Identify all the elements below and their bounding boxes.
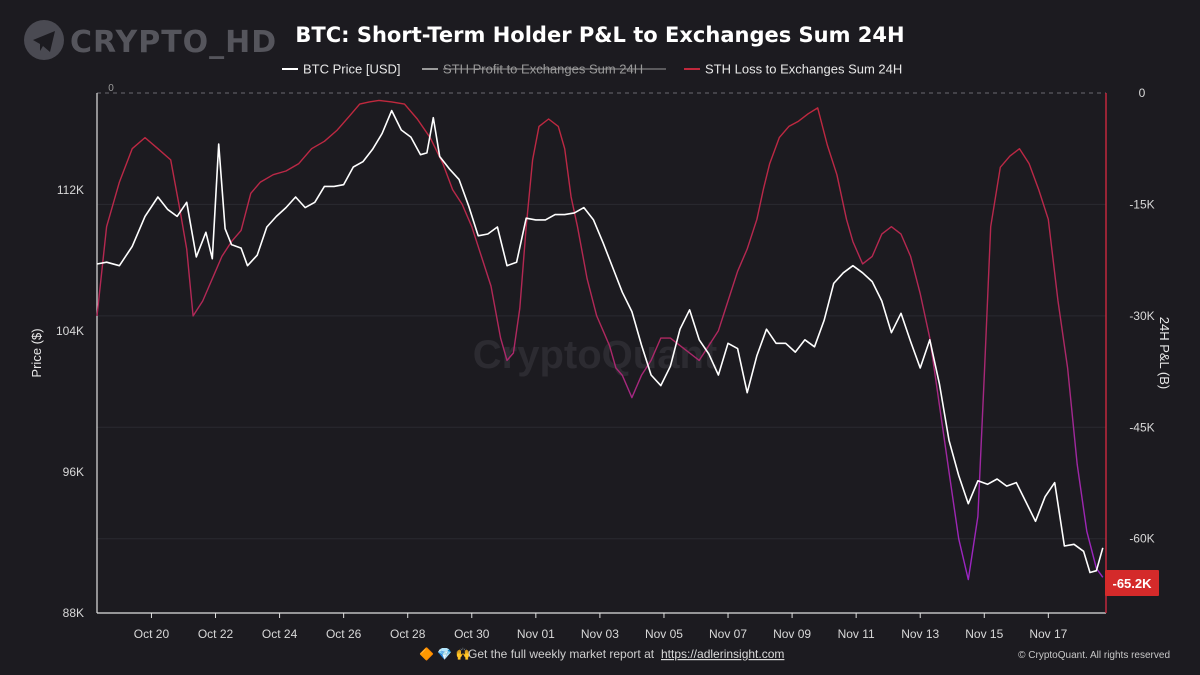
copyright: © CryptoQuant. All rights reserved <box>1018 650 1170 661</box>
x-tick-label: Nov 07 <box>709 627 747 641</box>
footer-text: Get the full weekly market report at <box>468 647 655 661</box>
x-tick-label: Nov 11 <box>838 627 875 641</box>
legend-item-btc-price[interactable]: BTC Price [USD] <box>282 62 401 77</box>
footer-link[interactable]: https://adlerinsight.com <box>661 647 784 661</box>
last-value-label: -65.2K <box>1112 576 1152 591</box>
y-tick-right: -15K <box>1129 197 1154 211</box>
x-tick-label: Nov 09 <box>773 627 811 641</box>
series-line-sth-loss <box>96 99 1104 581</box>
legend-label-sth-loss: STH Loss to Exchanges Sum 24H <box>705 62 902 77</box>
x-tick-label: Oct 24 <box>262 627 298 641</box>
y-tick-right: -60K <box>1129 532 1154 546</box>
y-tick-right: -45K <box>1129 420 1154 434</box>
x-tick-label: Nov 05 <box>645 627 683 641</box>
x-tick-label: Oct 26 <box>326 627 362 641</box>
top-zero-label: 0 <box>108 83 114 94</box>
series-layer <box>96 99 1104 581</box>
gridlines <box>97 92 1106 540</box>
y-tick-right: -30K <box>1129 309 1154 323</box>
x-tick-label: Nov 17 <box>1029 627 1067 641</box>
chart-title: BTC: Short-Term Holder P&L to Exchanges … <box>295 23 904 47</box>
x-tick-label: Nov 01 <box>517 627 555 641</box>
footer: 🔶 💎 🙌 Get the full weekly market report … <box>419 647 1170 661</box>
y-tick-right: 0 <box>1139 86 1146 100</box>
legend: BTC Price [USD] STH Profit to Exchanges … <box>282 62 902 77</box>
y-tick-left: 96K <box>63 465 84 479</box>
footer-emojis: 🔶 💎 🙌 <box>419 647 471 661</box>
y-axis-right-title: 24H P&L (B) <box>1157 317 1172 390</box>
legend-item-sth-loss[interactable]: STH Loss to Exchanges Sum 24H <box>684 62 902 77</box>
legend-item-sth-profit[interactable]: STH Profit to Exchanges Sum 24H <box>422 62 666 77</box>
x-tick-label: Oct 28 <box>390 627 426 641</box>
x-tick-label: Nov 15 <box>965 627 1003 641</box>
x-tick-label: Nov 13 <box>901 627 939 641</box>
x-tick-label: Oct 20 <box>134 627 170 641</box>
axes: 0 -15K -30K -45K -60K 0 88K 96K 104K 112K Oct 20 Oc… <box>56 83 1155 641</box>
y-axis-left-title: Price ($) <box>29 328 44 377</box>
y-tick-left: 104K <box>56 324 84 338</box>
last-value-badge: -65.2K <box>1105 570 1159 596</box>
y-tick-left: 88K <box>63 606 84 620</box>
x-tick-label: Nov 03 <box>581 627 619 641</box>
x-tick-label: Oct 30 <box>454 627 490 641</box>
series-line-btc-price <box>96 109 1104 574</box>
legend-label-btc-price: BTC Price [USD] <box>303 62 401 77</box>
brand-name: CRYPTO_HD <box>70 25 277 60</box>
x-tick-label: Oct 22 <box>198 627 234 641</box>
y-tick-left: 112K <box>57 183 84 197</box>
watermark: CryptoQuant <box>473 333 717 377</box>
brand-logo: CRYPTO_HD <box>24 20 277 60</box>
